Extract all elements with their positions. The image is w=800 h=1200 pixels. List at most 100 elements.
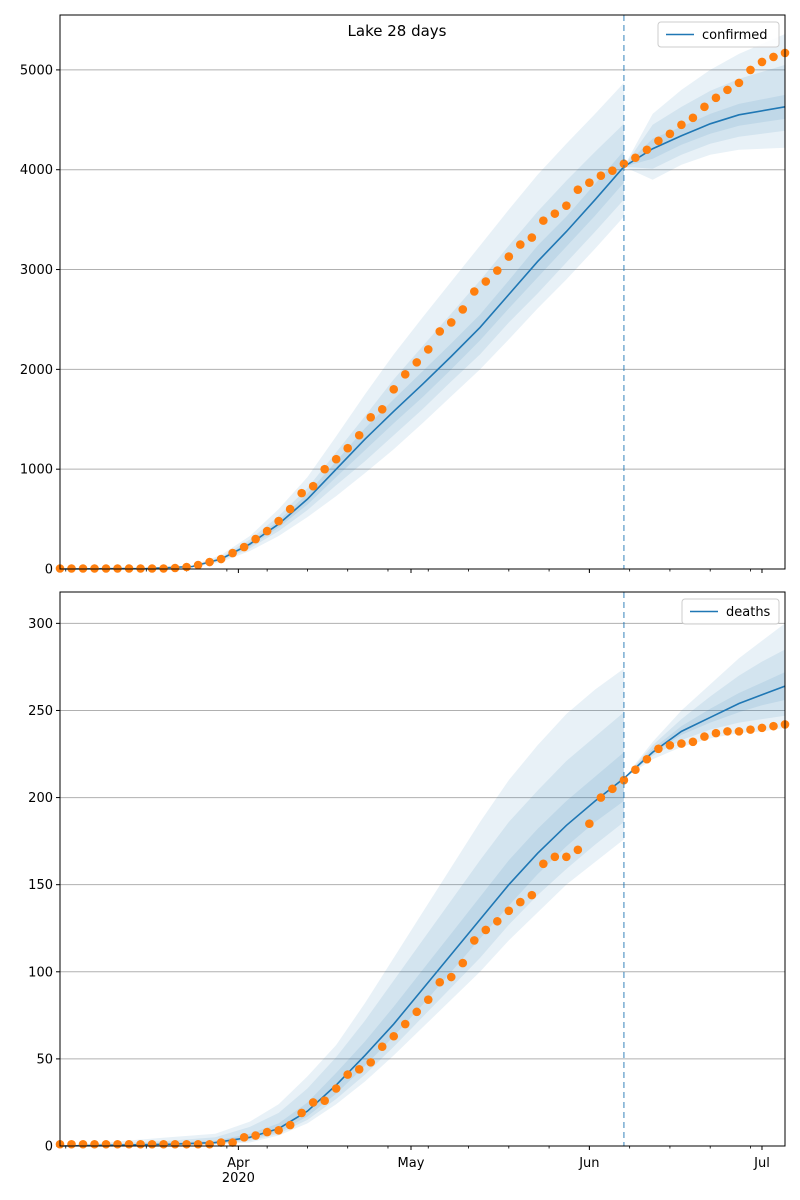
observed-point	[493, 916, 502, 926]
uncertainty-band	[60, 123, 624, 570]
y-tick-label: 300	[28, 617, 53, 632]
observed-point	[308, 481, 318, 491]
observed-point	[446, 972, 456, 982]
observed-point	[285, 504, 295, 514]
observed-point	[400, 370, 410, 379]
observed-point	[297, 1108, 306, 1118]
observed-point	[354, 1065, 364, 1074]
legend-box	[681, 598, 780, 625]
deaths-panel: 0 50 100 150 200 250 300 deaths	[28, 591, 790, 1155]
observed-point	[423, 995, 433, 1004]
observed-point	[147, 1139, 157, 1149]
observed-point	[67, 1139, 76, 1149]
observed-point	[320, 464, 329, 474]
uncertainty-band	[60, 712, 624, 1146]
observed-point	[608, 784, 617, 794]
observed-point	[596, 171, 606, 181]
observed-point	[205, 557, 214, 567]
observed-point	[469, 936, 479, 945]
observed-point	[585, 819, 594, 829]
legend-label: confirmed	[702, 28, 768, 43]
model-line	[59, 106, 786, 570]
observed-point	[101, 1139, 111, 1149]
observed-point	[539, 216, 548, 225]
observed-point	[642, 145, 652, 155]
plot-frame	[59, 14, 786, 570]
observed-point	[700, 732, 709, 741]
observed-point	[631, 153, 640, 163]
observed-point	[205, 1139, 214, 1149]
observed-point	[400, 1019, 410, 1029]
y-tick-label: 0	[45, 1140, 53, 1155]
observed-point	[596, 793, 606, 802]
observed-point	[562, 201, 571, 210]
observed-point	[550, 209, 560, 218]
observed-point	[331, 1084, 341, 1093]
legend-box	[657, 21, 780, 48]
observed-point	[654, 136, 663, 146]
plot-frame	[59, 591, 786, 1147]
observed-point	[389, 385, 399, 394]
observed-point	[562, 852, 571, 862]
observed-point	[608, 166, 617, 176]
observed-point	[573, 845, 583, 855]
x-tick-label: Apr	[227, 1156, 250, 1171]
uncertainty-band	[623, 94, 785, 167]
y-tick-label: 5000	[20, 63, 53, 78]
observed-point	[377, 1042, 387, 1051]
observed-point	[366, 412, 376, 422]
observed-point	[412, 1007, 422, 1017]
observed-point	[251, 534, 260, 544]
observed-point	[90, 1139, 99, 1149]
observed-point	[723, 727, 732, 736]
y-tick-label: 200	[28, 791, 53, 806]
uncertainty-band	[60, 752, 624, 1146]
observed-point	[343, 1070, 352, 1079]
observed-point	[619, 775, 629, 785]
observed-point	[274, 1126, 283, 1135]
observed-point	[734, 727, 744, 736]
observed-point	[481, 277, 491, 286]
observed-point	[308, 1098, 318, 1107]
date-axis: Apr May Jun Jul 2020	[222, 1156, 770, 1186]
legend: confirmed	[657, 21, 780, 48]
observed-point	[769, 52, 778, 62]
observed-point	[585, 178, 594, 187]
observed-point	[251, 1131, 260, 1140]
observed-point	[331, 454, 341, 464]
observed-point	[619, 159, 629, 169]
observed-point	[297, 488, 306, 498]
observed-point	[354, 430, 364, 440]
observed-point	[746, 65, 755, 75]
observed-point	[389, 1031, 399, 1041]
observed-point	[435, 977, 445, 987]
observed-point	[159, 1139, 168, 1149]
observed-point	[757, 723, 767, 733]
observed-point	[654, 744, 663, 754]
confirmed-panel: 0 1000 2000 3000 4000 5000 confirmed	[20, 14, 790, 578]
observed-point	[228, 1138, 237, 1147]
observed-point	[631, 765, 640, 774]
observed-point	[274, 516, 283, 526]
uncertainty-band	[623, 672, 785, 779]
legend-label: deaths	[726, 605, 771, 620]
observed-point	[711, 728, 721, 738]
y-tick-label: 250	[28, 704, 53, 719]
y-tick-label: 0	[45, 563, 53, 578]
observed-point	[320, 1096, 329, 1106]
observed-point	[193, 1139, 203, 1149]
observed-point	[688, 113, 698, 123]
observed-point	[412, 358, 422, 367]
observed-point	[516, 897, 525, 907]
observed-point	[458, 305, 468, 314]
observed-point	[435, 327, 445, 336]
observed-point	[262, 526, 272, 536]
observed-point	[677, 120, 686, 130]
observed-point	[711, 93, 721, 103]
observed-point	[642, 754, 652, 764]
observed-point	[527, 233, 537, 242]
observed-point	[343, 443, 352, 453]
observed-point	[504, 252, 514, 261]
observed-point	[446, 318, 456, 327]
